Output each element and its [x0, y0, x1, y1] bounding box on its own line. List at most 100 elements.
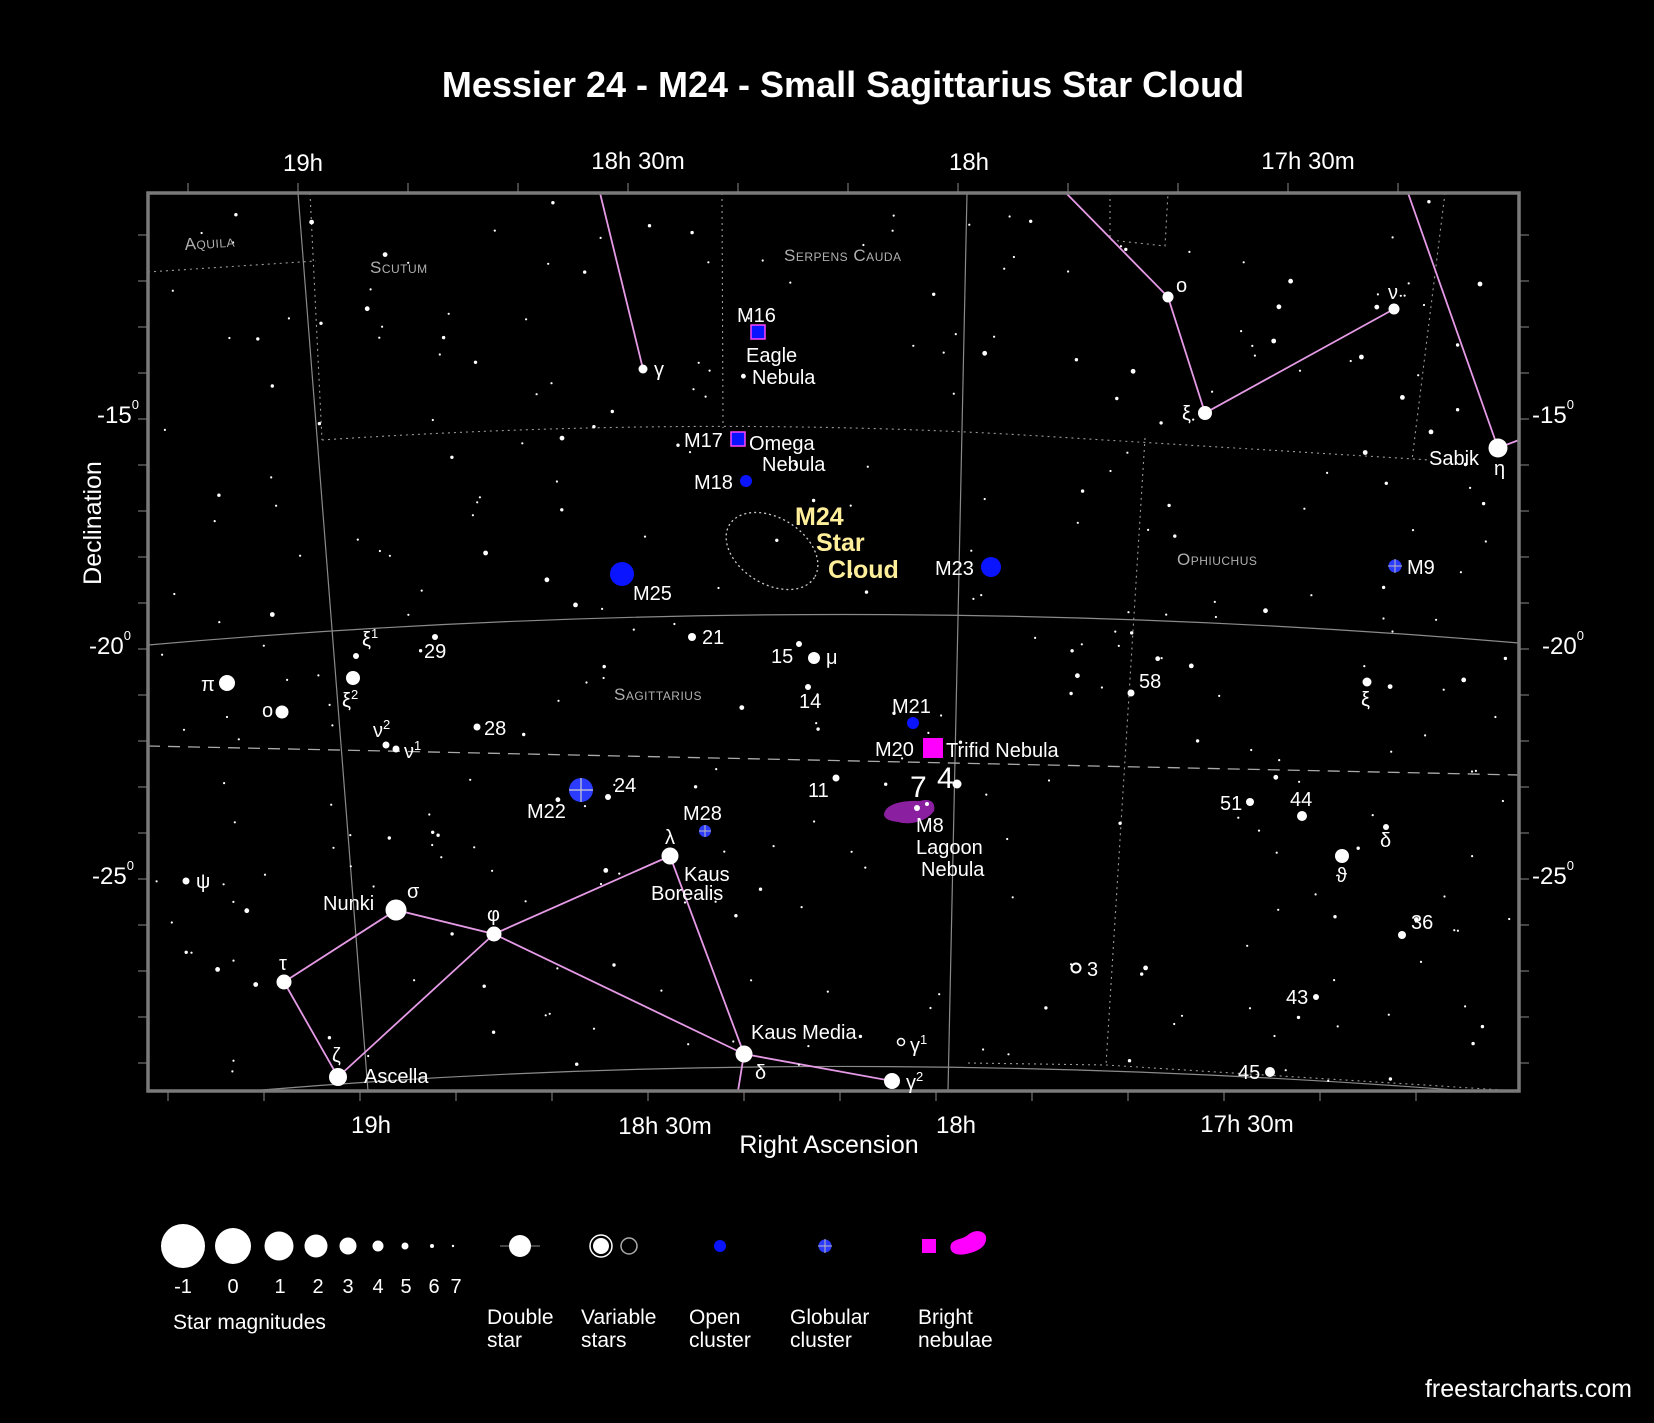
background-star — [1427, 200, 1431, 204]
background-star — [968, 223, 971, 226]
background-star — [864, 590, 869, 594]
label-11: 11 — [808, 780, 829, 802]
m24-label-line-1: M24 — [795, 503, 844, 531]
background-star — [200, 231, 203, 235]
label-15: 15 — [771, 646, 793, 668]
label-m8-name-1: Lagoon — [916, 837, 983, 859]
background-star — [1160, 657, 1163, 660]
credit-link[interactable]: freestarcharts.com — [1425, 1375, 1632, 1403]
background-star — [431, 418, 434, 422]
background-star — [555, 480, 559, 483]
background-star — [1407, 282, 1410, 285]
star-gamma2-sgr — [884, 1073, 900, 1089]
background-star — [813, 820, 816, 823]
legend-caption-open-2: cluster — [689, 1329, 751, 1352]
label-m8-name-2: Nebula — [921, 859, 985, 881]
label-28: 28 — [484, 718, 506, 740]
background-star — [469, 778, 472, 781]
star-nu1-sgr — [392, 745, 400, 753]
background-star — [418, 649, 423, 653]
background-star — [929, 1006, 932, 1010]
m8-star — [914, 805, 920, 811]
background-star — [407, 261, 410, 264]
background-star — [602, 676, 605, 680]
background-star — [161, 653, 164, 656]
background-star — [1070, 649, 1074, 653]
m23-cluster-marker — [981, 557, 1001, 577]
background-star — [901, 757, 904, 760]
serpens-line — [599, 193, 644, 370]
background-star — [1310, 594, 1313, 597]
background-star — [471, 514, 474, 517]
background-star — [1336, 1025, 1339, 1028]
background-star — [1455, 408, 1460, 412]
legend-variable-ring — [589, 1234, 613, 1258]
label-gamma-sct: γ — [654, 359, 664, 381]
background-star — [431, 830, 435, 834]
label-43: 43 — [1286, 987, 1308, 1009]
label-m28: M28 — [683, 803, 722, 825]
star-45-oph — [1265, 1067, 1275, 1077]
background-star — [866, 465, 869, 468]
legend-globular-cluster — [818, 1239, 832, 1253]
background-star — [750, 979, 753, 982]
background-star — [184, 950, 188, 954]
background-star — [331, 724, 334, 727]
background-star — [797, 1063, 801, 1066]
label-m23: M23 — [935, 558, 974, 580]
legend-captions: Star magnitudes Double star Variable sta… — [173, 1306, 993, 1352]
m17-nebula-marker — [730, 431, 746, 447]
top-ra-label: 18h — [949, 149, 989, 176]
label-m17-name-2: Nebula — [762, 454, 826, 476]
label-m8: M8 — [916, 815, 944, 837]
background-star — [349, 834, 352, 837]
background-star — [1419, 960, 1423, 964]
background-star — [1173, 1022, 1176, 1026]
label-omicron-oph: o — [1176, 275, 1187, 297]
background-star — [483, 550, 488, 556]
star-58-oph — [1127, 689, 1135, 697]
background-star — [1494, 715, 1497, 719]
bottom-ra-axis: 19h 18h 30m 18h 17h 30m — [351, 1111, 1294, 1140]
label-36: 36 — [1411, 912, 1433, 934]
background-star — [1388, 1077, 1393, 1081]
legend-mag-label: 2 — [312, 1276, 323, 1298]
background-star — [1034, 636, 1037, 640]
m8-lagoon-nebula-shape — [884, 800, 935, 824]
background-star — [556, 967, 559, 970]
background-star — [491, 1030, 496, 1034]
background-star — [599, 236, 602, 239]
background-star — [789, 281, 792, 284]
background-star — [1471, 1041, 1475, 1046]
background-star — [826, 990, 829, 993]
background-star — [369, 288, 372, 291]
background-star — [420, 589, 423, 592]
background-star — [233, 821, 236, 824]
background-star — [1288, 278, 1293, 284]
background-star — [1188, 663, 1194, 669]
background-star — [522, 732, 526, 737]
legend-mag-labels: -1 0 1 2 3 4 5 6 7 — [174, 1276, 461, 1298]
background-star — [1012, 255, 1016, 259]
background-star — [1248, 1007, 1252, 1010]
background-star — [1303, 507, 1306, 510]
background-star — [709, 888, 713, 892]
background-star — [982, 1048, 985, 1051]
background-star — [1246, 944, 1249, 947]
star-gamma-sct — [638, 364, 648, 374]
legend-mag-label: 0 — [227, 1276, 238, 1298]
label-45: 45 — [1238, 1062, 1260, 1084]
star-3-sgr — [1070, 962, 1082, 974]
background-star — [317, 674, 320, 677]
background-star — [234, 213, 238, 217]
background-star — [521, 442, 524, 445]
m24-label-line-3: Cloud — [828, 556, 899, 584]
background-star — [601, 607, 604, 611]
star-51-oph — [1246, 798, 1254, 806]
background-star — [850, 850, 853, 853]
legend-caption-variable-1: Variable — [581, 1306, 657, 1329]
background-star — [367, 1054, 370, 1058]
dec-label-right: -150 — [1532, 397, 1574, 429]
background-star — [262, 644, 265, 647]
star-15-sgr — [796, 641, 802, 647]
